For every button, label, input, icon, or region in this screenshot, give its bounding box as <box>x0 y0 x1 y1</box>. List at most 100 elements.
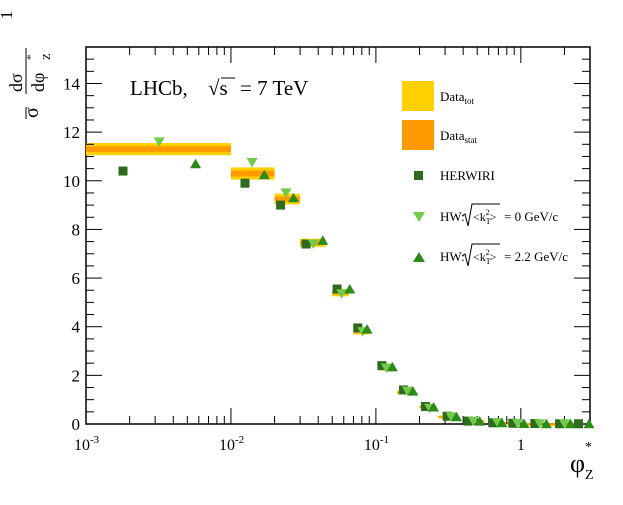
point-1-12 <box>512 419 524 429</box>
point-1-1 <box>246 158 258 168</box>
point-2-13 <box>540 418 552 429</box>
y-label-d-num: dσ <box>6 73 26 92</box>
point-0-7 <box>398 385 408 395</box>
legend-prefix-hw22: HW: <box>440 249 465 264</box>
x-label-sub: Z <box>585 468 594 483</box>
point-0-4 <box>332 284 342 294</box>
point-0-0 <box>118 166 128 176</box>
point-2-7 <box>407 386 419 396</box>
legend-sub-data-stat: stat <box>465 135 478 145</box>
legend-prefix-hw0: HW: <box>440 209 465 224</box>
x-tick-base-0: 10 <box>74 437 90 454</box>
annotation-energy-value: = 7 TeV <box>240 76 308 100</box>
legend-sqrt-hw0 <box>461 203 500 227</box>
point-0-11 <box>488 418 498 428</box>
band-stat-2 <box>274 196 301 202</box>
legend-marker-hw0 <box>413 212 425 222</box>
point-1-10 <box>467 416 479 427</box>
legend-marker-hw22 <box>413 252 425 262</box>
point-2-2 <box>287 192 299 203</box>
svg-text:<kT2>: <kT2> <box>473 208 497 226</box>
y-label-d-den-sup: * <box>25 55 37 61</box>
point-1-0 <box>153 137 165 147</box>
point-2-4 <box>344 284 356 294</box>
y-tick-label-1: 2 <box>72 366 81 385</box>
svg-text:HW:: HW: <box>440 209 465 224</box>
legend-k-hw0: <k <box>473 210 486 224</box>
x-tick-base-2: 10 <box>364 437 380 454</box>
y-tick-label-0: 0 <box>72 415 81 434</box>
x-label-main: φ <box>570 449 585 478</box>
point-2-0 <box>190 158 202 169</box>
point-2-14 <box>564 418 576 429</box>
legend-label-data-tot: Data <box>440 89 465 104</box>
point-2-12 <box>518 418 530 429</box>
legend-swatch-data-stat <box>402 120 434 150</box>
x-label-sup: * <box>585 440 592 455</box>
point-2-10 <box>474 416 486 426</box>
point-0-9 <box>442 411 452 421</box>
legend-ksub-hw22: T <box>486 257 491 266</box>
point-1-9 <box>445 412 457 422</box>
svg-text:<kT2>: <kT2> <box>473 248 497 266</box>
point-0-6 <box>377 361 387 371</box>
x-axis-title: φ * Z <box>570 440 594 483</box>
point-0-15 <box>574 419 584 429</box>
y-label-rotated: σ dσ dφ * Z <box>6 48 53 119</box>
y-tick-label-2: 4 <box>72 318 81 337</box>
point-2-9 <box>451 411 463 422</box>
band-stat-1 <box>230 170 275 177</box>
svg-text:HW:: HW: <box>440 249 465 264</box>
legend-marker-herwiri <box>414 171 423 180</box>
x-tick-label-3: 1 <box>517 437 525 454</box>
point-2-3 <box>317 235 329 245</box>
point-1-7 <box>401 386 413 397</box>
x-tick-exp-0: -3 <box>90 434 100 446</box>
band-stat-0 <box>86 146 231 153</box>
y-label-frac-num: 1 <box>0 11 16 20</box>
point-0-12 <box>508 418 518 428</box>
point-0-1 <box>240 178 250 188</box>
data-points <box>118 137 595 429</box>
y-axis-label: 1 <box>0 11 16 20</box>
y-tick-label-3: 6 <box>72 269 81 288</box>
x-tick-exp-1: -2 <box>235 434 244 446</box>
legend-sqrt-hw22 <box>461 243 500 267</box>
point-0-13 <box>530 419 540 429</box>
point-1-4 <box>336 289 348 299</box>
legend-value-hw22: = 2.2 GeV/c <box>504 249 568 264</box>
legend-swatch-data-tot <box>402 81 434 111</box>
x-tick-label-1: 10-2 <box>219 434 244 454</box>
legend-kclose-hw22: > <box>490 250 497 264</box>
annotation-experiment: LHCb, <box>130 76 188 100</box>
y-tick-label-4: 8 <box>72 220 81 239</box>
annotation-energy-prefix: √s <box>208 76 228 100</box>
point-1-3 <box>307 239 319 250</box>
point-2-6 <box>386 361 398 372</box>
svg-text:Datatot: Datatot <box>440 89 475 106</box>
y-tick-label-7: 14 <box>63 74 81 93</box>
x-tick-label-2: 10-1 <box>364 434 389 454</box>
point-1-2 <box>280 188 292 198</box>
point-0-14 <box>555 419 565 429</box>
y-label-d-den-sub: Z <box>41 53 53 60</box>
legend-label-herwiri: HERWIRI <box>440 168 495 183</box>
legend-ksub-hw0: T <box>486 217 491 226</box>
point-0-10 <box>463 416 473 426</box>
legend-label-data-stat: Data <box>440 128 465 143</box>
point-2-1 <box>258 169 270 180</box>
legend-ksup-hw22: 2 <box>486 248 490 257</box>
y-tick-label-5: 10 <box>63 172 80 191</box>
svg-text:Datastat: Datastat <box>440 128 478 145</box>
y-label-frac-den: σ <box>21 107 43 118</box>
x-tick-base-3: 1 <box>517 437 525 454</box>
x-tick-exp-2: -1 <box>380 434 389 446</box>
legend-ksup-hw0: 2 <box>486 208 490 217</box>
point-0-2 <box>276 200 286 210</box>
legend-value-hw0: = 0 GeV/c <box>504 209 558 224</box>
legend-kclose-hw0: > <box>490 210 497 224</box>
y-axis-title: σ dσ dφ * Z <box>6 48 53 119</box>
point-2-5 <box>361 324 373 334</box>
